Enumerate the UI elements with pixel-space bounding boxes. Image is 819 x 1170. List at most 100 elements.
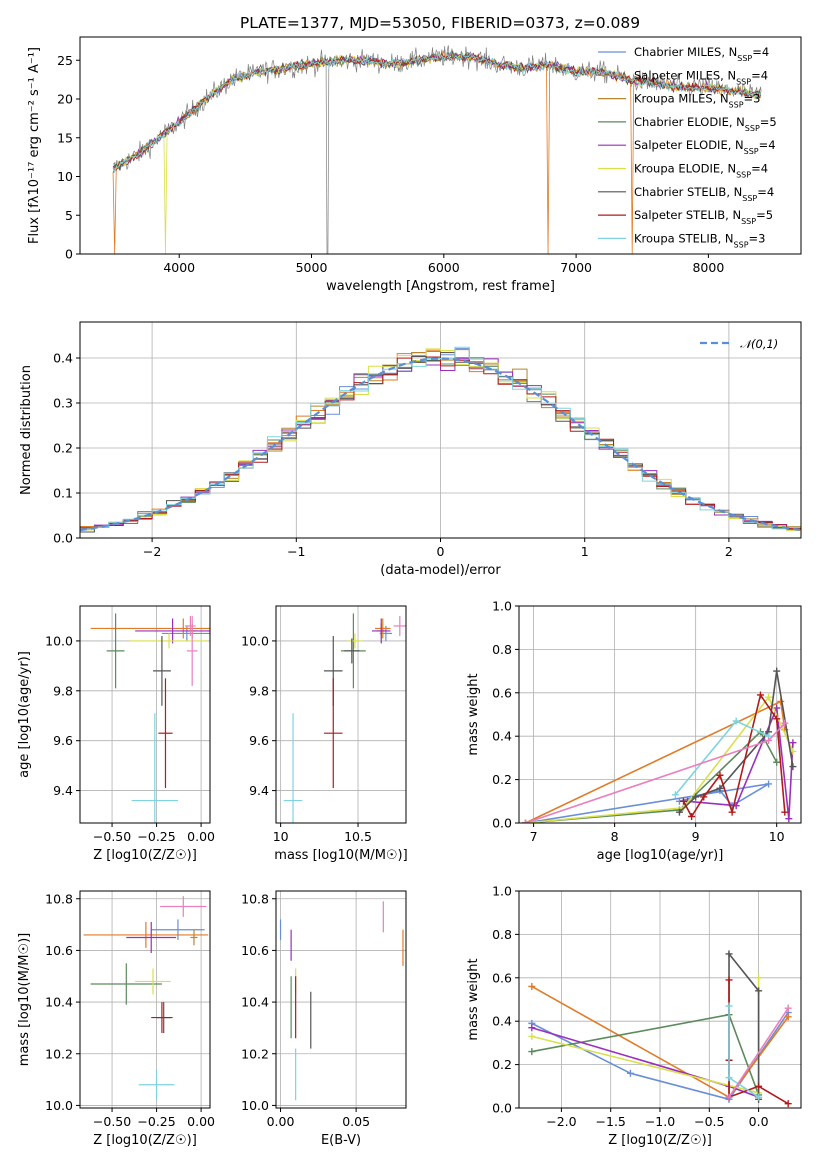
y-tick-label: 10.6: [241, 943, 269, 958]
y-tick-label: 0.4: [53, 351, 73, 366]
plot-area: [283, 613, 406, 823]
axes-frame: [79, 890, 211, 1109]
x-tick-label: 4000: [163, 260, 195, 275]
x-tick-label: 8: [611, 829, 619, 844]
x-tick-label: −0.5: [694, 1114, 724, 1129]
x-tick-label: 9: [692, 829, 700, 844]
x-axis-label: (data-model)/error: [380, 563, 501, 578]
y-tick-label: 10.2: [45, 1046, 73, 1061]
y-tick-label: 0: [65, 247, 73, 262]
model-spectrum-line: [112, 52, 762, 174]
y-axis-label: Normed distribution: [19, 365, 34, 495]
residuals-panel: −2 −1 0 1 2 0.0 0.1 0.2 0.3 0.4 (data-model)/error…: [19, 321, 802, 578]
x-tick-label: 10.5: [344, 829, 372, 844]
weight-vs-age-panel: 7 8 9 10 0.0 0.2 0.4 0.6 0.8 1.0 age [log10(age/yr…: [466, 599, 802, 863]
x-tick-label: 0.00: [187, 829, 215, 844]
x-tick-label: 0: [437, 544, 445, 559]
legend-label: Chabrier ELODIE, NSSP=5: [634, 115, 777, 132]
weight-point-marker: [784, 1004, 792, 1012]
weight-series-line: [682, 693, 786, 819]
weight-point-marker: [785, 815, 793, 823]
legend-label: Chabrier MILES, NSSP=4: [634, 45, 769, 63]
legend-label: Salpeter STELIB, NSSP=5: [634, 208, 773, 226]
x-tick-label: 1: [581, 544, 589, 559]
weight-point-marker: [716, 784, 724, 792]
y-axis-label: Flux [fλ10⁻¹⁷ erg cm⁻² s⁻¹ A⁻¹]: [27, 47, 42, 244]
normal-reference-curve: [80, 357, 801, 532]
x-tick-label: −0.25: [137, 1114, 175, 1129]
x-tick-label: −2.0: [546, 1114, 576, 1129]
x-tick-label: 10: [273, 829, 289, 844]
x-tick-label: 0.05: [342, 1114, 370, 1129]
axes-frame: [79, 36, 802, 255]
y-tick-label: 10.0: [241, 633, 269, 648]
weight-point-marker: [773, 715, 781, 723]
legend-label: Chabrier STELIB, NSSP=4: [634, 185, 774, 203]
weight-series-line: [525, 695, 794, 823]
x-tick-label: 0.00: [187, 1114, 215, 1129]
weight-point-marker: [781, 808, 789, 816]
y-tick-label: 0.1: [53, 486, 73, 501]
weight-point-marker: [528, 982, 536, 990]
y-tick-label: 10.8: [45, 891, 73, 906]
weight-point-marker: [773, 704, 781, 712]
plot-area: [90, 613, 210, 823]
y-tick-label: 25: [57, 53, 73, 68]
y-tick-label: 10.4: [241, 995, 269, 1010]
y-tick-label: 20: [57, 92, 73, 107]
y-tick-label: 5: [65, 208, 73, 223]
y-tick-label: 9.4: [53, 783, 73, 798]
weight-point-marker: [773, 758, 781, 766]
y-tick-label: 0.2: [492, 1057, 512, 1072]
legend-label: Salpeter ELODIE, NSSP=4: [634, 138, 776, 156]
x-tick-label: 8000: [692, 260, 724, 275]
weight-series-line: [728, 1007, 789, 1098]
weight-point-marker: [692, 793, 700, 801]
legend-label: 𝒩(0,1): [740, 337, 778, 351]
weight-point-marker: [675, 808, 683, 816]
y-axis-label: mass [log10(M/M☉)]: [17, 933, 32, 1066]
weight-point-marker: [716, 771, 724, 779]
legend-label: Salpeter MILES, NSSP=4: [634, 68, 768, 86]
weight-series-line: [531, 1026, 759, 1098]
y-tick-label: 9.8: [249, 683, 269, 698]
x-axis-label: Z [log10(Z/Z☉)]: [93, 1133, 197, 1148]
spectrum-panel: 4000 5000 6000 7000 8000 0 5 10 15 20 25 wavelength…: [27, 36, 802, 294]
weight-point-marker: [773, 667, 781, 675]
weight-series-line: [525, 700, 786, 823]
y-axis-label: mass weight: [466, 958, 481, 1040]
x-tick-label: 5000: [296, 260, 328, 275]
plot-area: [80, 346, 801, 538]
y-tick-label: 0.3: [53, 396, 73, 411]
y-tick-label: 0.0: [492, 1101, 512, 1116]
y-tick-label: 0.2: [492, 772, 512, 787]
y-tick-label: 9.8: [53, 683, 73, 698]
weight-point-marker: [671, 791, 679, 799]
y-tick-label: 0.6: [492, 685, 512, 700]
weight-series-line: [531, 1013, 760, 1096]
y-tick-label: 0.0: [492, 816, 512, 831]
weight-point-marker: [725, 976, 733, 984]
x-tick-label: −0.50: [93, 829, 131, 844]
x-tick-label: −0.25: [137, 829, 175, 844]
x-tick-label: 10: [769, 829, 785, 844]
weight-point-marker: [725, 1074, 733, 1082]
y-tick-label: 9.6: [53, 733, 73, 748]
legend-label: Kroupa STELIB, NSSP=3: [634, 231, 765, 249]
x-tick-label: 6000: [428, 260, 460, 275]
x-tick-label: −2: [143, 544, 161, 559]
weight-point-marker: [781, 719, 789, 727]
weight-point-marker: [755, 1093, 763, 1101]
weight-point-marker: [528, 1024, 536, 1032]
axes-frame: [275, 890, 407, 1109]
weight-point-marker: [765, 693, 773, 701]
x-tick-label: −1: [287, 544, 305, 559]
weight-series-line: [531, 977, 760, 1094]
y-tick-label: 1.0: [492, 599, 512, 614]
weight-series-line: [525, 730, 778, 823]
y-tick-label: 9.4: [249, 783, 269, 798]
y-tick-label: 0.4: [492, 729, 512, 744]
plot-area: [112, 45, 762, 254]
y-tick-label: 0.4: [492, 1014, 512, 1029]
x-tick-label: 7000: [560, 260, 592, 275]
